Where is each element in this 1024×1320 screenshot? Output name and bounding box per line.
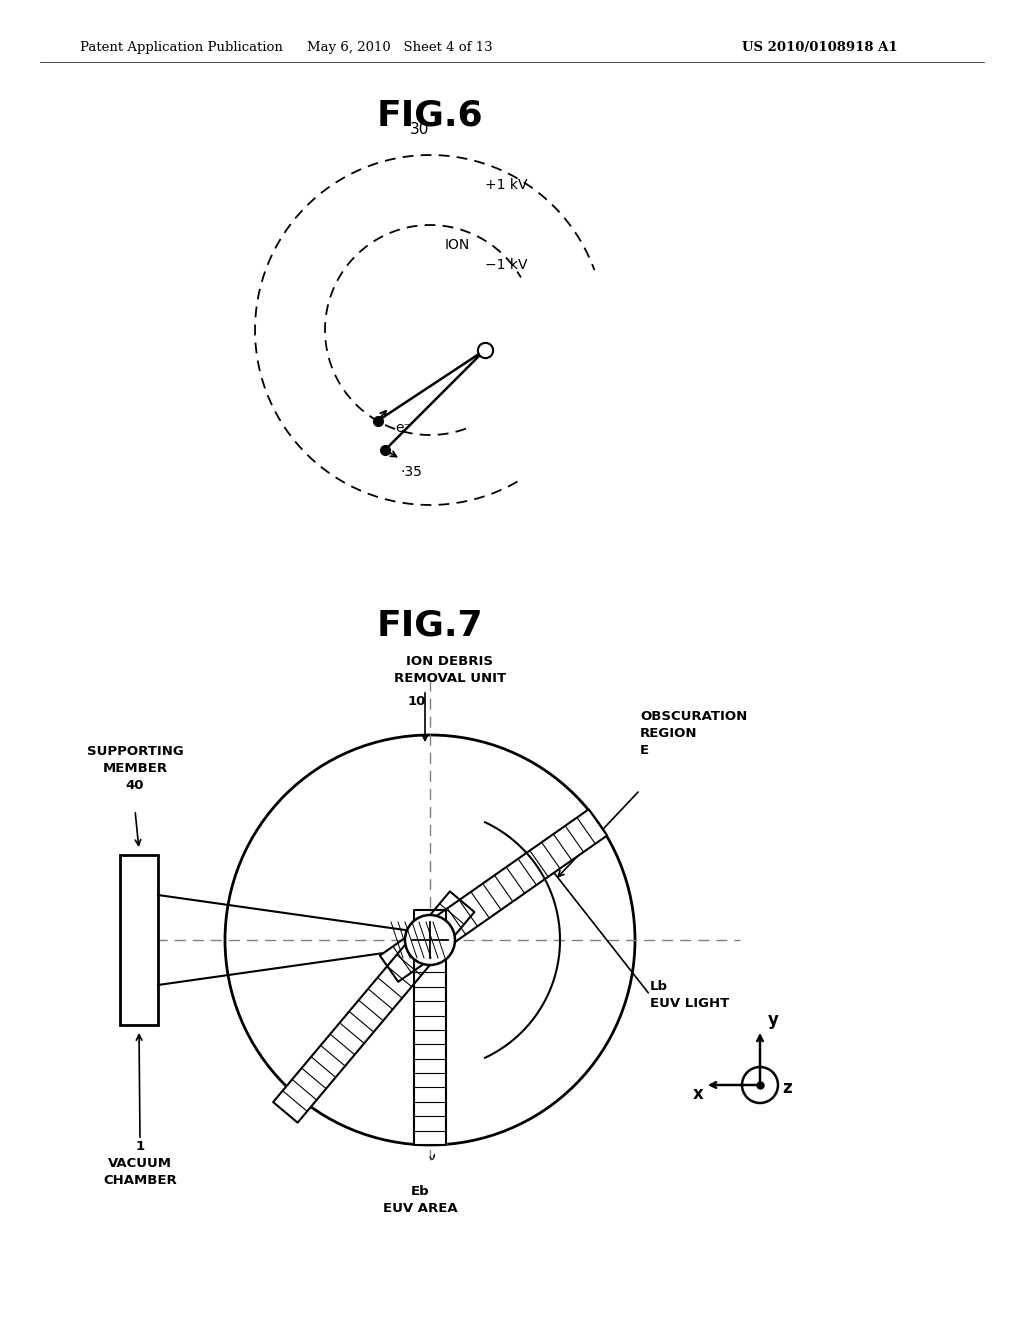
Text: ION: ION	[445, 238, 470, 252]
Circle shape	[406, 915, 455, 965]
Polygon shape	[435, 809, 607, 942]
Text: −1 kV: −1 kV	[485, 257, 527, 272]
Polygon shape	[414, 909, 446, 921]
Text: e⁻: e⁻	[395, 421, 411, 436]
Text: y: y	[768, 1011, 779, 1030]
Text: 10: 10	[408, 696, 426, 708]
Text: ·35: ·35	[400, 465, 422, 479]
Polygon shape	[414, 958, 446, 1144]
Text: z: z	[782, 1078, 792, 1097]
Text: ION DEBRIS
REMOVAL UNIT: ION DEBRIS REMOVAL UNIT	[394, 655, 506, 685]
Text: OBSCURATION
REGION
E: OBSCURATION REGION E	[640, 710, 748, 756]
Text: FIG.6: FIG.6	[377, 98, 483, 132]
Text: 1
VACUUM
CHAMBER: 1 VACUUM CHAMBER	[103, 1140, 177, 1187]
Text: Lb
EUV LIGHT: Lb EUV LIGHT	[650, 979, 729, 1010]
Polygon shape	[380, 937, 424, 982]
Polygon shape	[429, 891, 474, 936]
Text: Patent Application Publication: Patent Application Publication	[80, 41, 283, 54]
Text: US 2010/0108918 A1: US 2010/0108918 A1	[742, 41, 898, 54]
Text: May 6, 2010   Sheet 4 of 13: May 6, 2010 Sheet 4 of 13	[307, 41, 493, 54]
Text: 30: 30	[410, 121, 429, 137]
Text: +1 kV: +1 kV	[485, 178, 527, 191]
Polygon shape	[273, 944, 431, 1122]
Text: Eb
EUV AREA: Eb EUV AREA	[383, 1185, 458, 1214]
Text: SUPPORTING
MEMBER
40: SUPPORTING MEMBER 40	[87, 744, 183, 792]
Text: FIG.7: FIG.7	[377, 609, 483, 642]
Bar	[120, 855, 158, 1026]
Text: x: x	[693, 1085, 703, 1104]
